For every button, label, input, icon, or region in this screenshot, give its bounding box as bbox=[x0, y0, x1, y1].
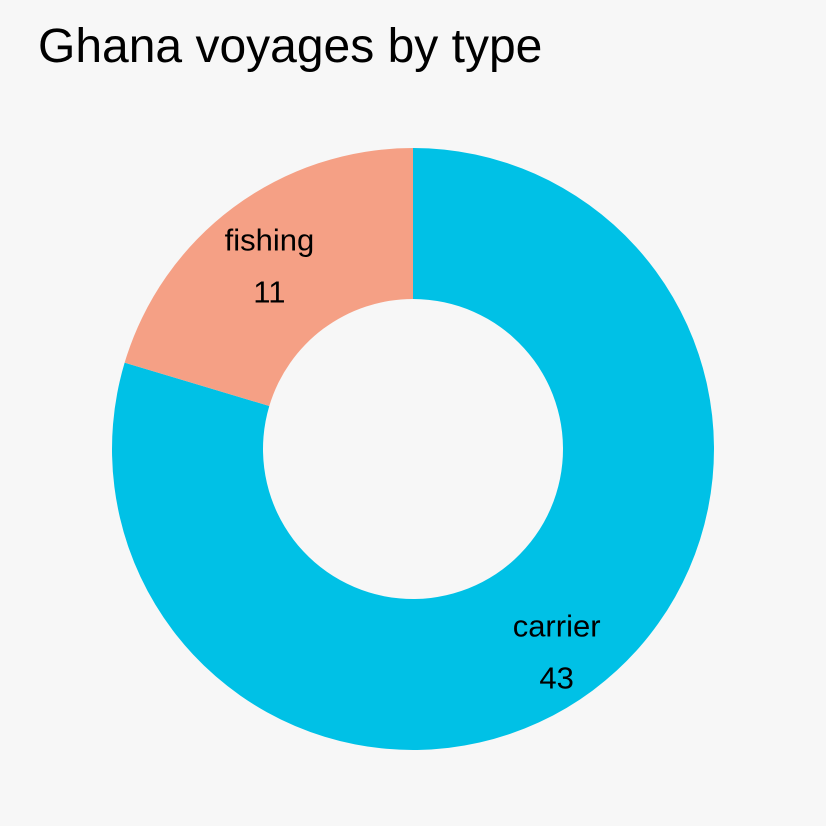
slice-label-fishing: fishing bbox=[225, 223, 315, 258]
slice-value-fishing: 11 bbox=[253, 275, 285, 310]
label-group: carrier 43 fishing 11 bbox=[225, 223, 601, 696]
slice-label-carrier: carrier bbox=[513, 608, 601, 643]
chart-title: Ghana voyages by type bbox=[38, 20, 543, 73]
slice-value-carrier: 43 bbox=[539, 660, 573, 695]
slice-carrier bbox=[112, 148, 715, 750]
slice-group bbox=[112, 148, 715, 750]
slice-fishing bbox=[124, 148, 414, 406]
